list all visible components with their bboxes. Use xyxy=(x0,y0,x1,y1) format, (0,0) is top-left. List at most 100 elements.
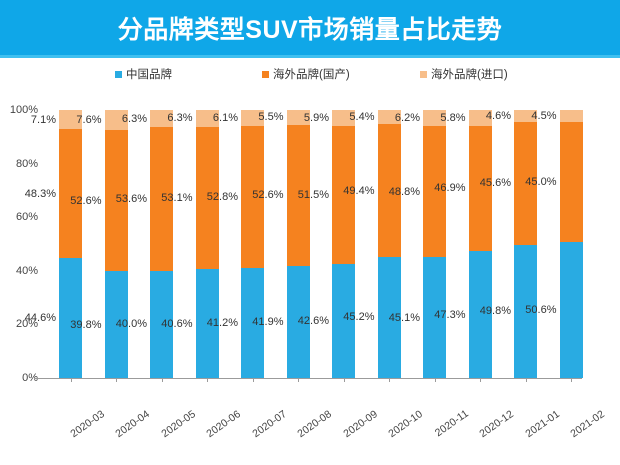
bar-segment-3[interactable] xyxy=(514,110,537,123)
bar-value-label: 40.6% xyxy=(161,317,193,330)
bar-segment-1[interactable] xyxy=(241,267,264,378)
stacked-bar[interactable] xyxy=(104,110,128,378)
bar-segment-3[interactable] xyxy=(150,110,173,128)
bar-value-label: 47.3% xyxy=(434,308,466,321)
x-axis-tick-label: 2020-07 xyxy=(249,408,289,441)
x-axis-tick-label: 2020-10 xyxy=(386,408,425,441)
stacked-bar[interactable] xyxy=(423,109,446,378)
bar-value-label: 52.6% xyxy=(252,189,284,202)
stacked-bar[interactable] xyxy=(150,110,173,378)
bar-segment-1[interactable] xyxy=(559,242,583,378)
bar-segment-2[interactable] xyxy=(241,126,264,268)
legend-item-label: 中国品牌 xyxy=(126,69,172,81)
bar-value-label: 46.9% xyxy=(434,182,466,195)
plot-area: 44.6% 48.3% 7.1% 2020-03 39.8% 52.6% 7.6% 2020-… xyxy=(25,109,607,440)
x-axis-tick-label: 2020-12 xyxy=(477,408,516,441)
bar-value-label: 42.6% xyxy=(297,314,329,327)
stacked-bar[interactable] xyxy=(286,110,310,378)
bar-segment-2[interactable] xyxy=(559,121,583,243)
x-axis-tick-label: 2021-01 xyxy=(522,408,562,441)
y-axis-tick-label: 20% xyxy=(15,318,38,331)
x-axis-tick xyxy=(161,378,163,382)
bar-segment-1[interactable] xyxy=(150,270,173,378)
x-axis-tick xyxy=(343,378,345,382)
bar-value-label: 49.8% xyxy=(479,305,511,318)
header-band xyxy=(0,0,620,55)
x-axis-tick xyxy=(389,378,390,382)
bar-segment-1[interactable] xyxy=(468,251,492,378)
bar-segment-2[interactable] xyxy=(286,124,310,266)
x-axis-tick xyxy=(298,378,299,382)
bar-value-label: 53.6% xyxy=(115,192,147,205)
square-swatch-icon xyxy=(115,70,122,78)
stacked-bar[interactable] xyxy=(332,110,355,378)
stacked-bar[interactable] xyxy=(195,110,219,378)
bar-value-label: 7.6% xyxy=(76,114,102,127)
bar-segment-2[interactable] xyxy=(150,127,173,271)
x-axis-tick xyxy=(480,378,481,382)
bar-segment-1[interactable] xyxy=(423,257,446,378)
bar-segment-1[interactable] xyxy=(377,256,401,378)
bar-value-label: 49.4% xyxy=(343,184,375,197)
legend-item-2[interactable]: 海外品牌(国产) xyxy=(262,66,350,82)
bar-segment-2[interactable] xyxy=(104,130,128,272)
bar-segment-3[interactable] xyxy=(104,110,128,131)
bar-segment-3[interactable] xyxy=(377,110,401,125)
bar-segment-3[interactable] xyxy=(423,109,446,127)
stacked-bar[interactable] xyxy=(241,109,264,378)
stacked-bar[interactable] xyxy=(559,109,583,378)
stacked-bar[interactable] xyxy=(59,110,82,378)
x-axis-tick-label: 2020-03 xyxy=(67,408,107,441)
stacked-bar[interactable] xyxy=(377,110,401,378)
bar-segment-3[interactable] xyxy=(332,110,355,126)
bar-value-label: 48.8% xyxy=(388,185,420,198)
x-axis-tick-label: 2020-06 xyxy=(204,408,243,441)
stacked-bar[interactable] xyxy=(468,110,492,378)
bar-value-label: 6.3% xyxy=(167,112,193,125)
bar-segment-3[interactable] xyxy=(241,109,264,127)
bar-segment-1[interactable] xyxy=(286,265,310,378)
bar-segment-1[interactable] xyxy=(195,269,219,378)
bar-value-label: 45.1% xyxy=(388,311,420,324)
bar-segment-2[interactable] xyxy=(423,126,446,258)
bar-value-label: 5.5% xyxy=(258,111,284,124)
bar-value-label: 41.9% xyxy=(252,315,284,328)
bar-value-label: 44.6% xyxy=(24,312,56,325)
legend-item-3[interactable]: 海外品牌(进口) xyxy=(420,66,508,82)
bar-segment-2[interactable] xyxy=(377,124,401,257)
bar-segment-3[interactable] xyxy=(286,110,310,125)
square-swatch-icon xyxy=(420,70,427,78)
x-axis-tick-label: 2020-09 xyxy=(340,408,380,441)
y-axis-tick-label: 60% xyxy=(15,211,38,224)
bar-value-label: 41.2% xyxy=(206,316,238,329)
bar-value-label: 52.8% xyxy=(206,190,238,203)
bar-segment-3[interactable] xyxy=(468,110,492,126)
bar-segment-3[interactable] xyxy=(559,109,583,122)
bar-segment-2[interactable] xyxy=(514,122,537,245)
bar-segment-2[interactable] xyxy=(195,126,219,270)
bar-segment-1[interactable] xyxy=(59,258,82,378)
bar-segment-2[interactable] xyxy=(468,125,492,252)
legend-item-label: 海外品牌(进口) xyxy=(431,69,508,81)
bar-segment-3[interactable] xyxy=(195,110,219,127)
bar-value-label: 48.3% xyxy=(24,187,56,200)
bar-segment-1[interactable] xyxy=(332,263,355,378)
legend-item-1[interactable]: 中国品牌 xyxy=(115,66,172,82)
x-axis-tick xyxy=(525,378,527,382)
bar-segment-3[interactable] xyxy=(59,110,82,130)
x-axis-tick-label: 2020-08 xyxy=(295,408,334,441)
x-axis-tick-label: 2020-04 xyxy=(113,408,152,441)
stacked-bar[interactable] xyxy=(514,110,537,378)
bar-segment-2[interactable] xyxy=(59,129,82,259)
x-axis-tick xyxy=(434,378,436,382)
header-underline xyxy=(0,55,620,58)
bar-segment-1[interactable] xyxy=(104,271,128,378)
bar-segment-2[interactable] xyxy=(332,125,355,264)
bar-value-label: 4.6% xyxy=(485,110,511,123)
bar-value-label: 40.0% xyxy=(115,318,147,331)
y-axis-tick-label: 0% xyxy=(22,372,38,384)
bar-value-label: 5.4% xyxy=(349,111,375,124)
bar-value-label: 4.5% xyxy=(531,109,557,122)
bar-segment-1[interactable] xyxy=(514,244,537,378)
